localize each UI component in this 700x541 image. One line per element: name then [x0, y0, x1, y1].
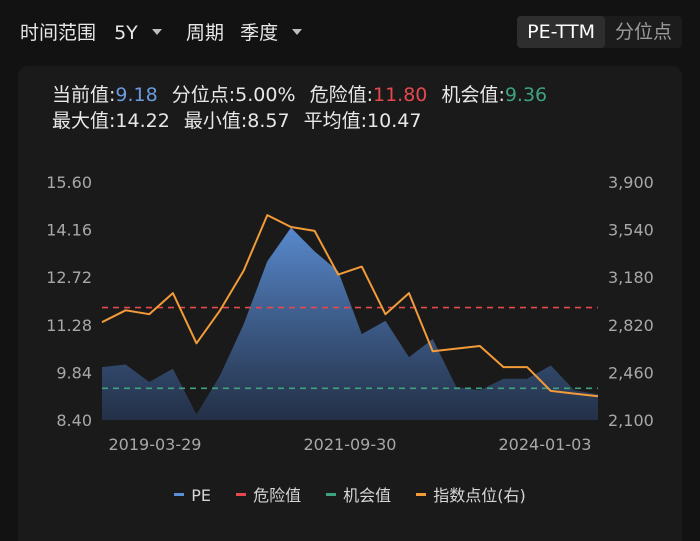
stat-min-value: 8.57	[247, 110, 290, 132]
x-tick-label: 2024-01-03	[499, 435, 592, 454]
y-left-tick-label: 11.28	[46, 316, 92, 335]
stat-opportunity: 机会值:9.36	[441, 84, 547, 106]
stat-current-label: 当前值:	[52, 84, 116, 106]
stat-danger-value: 11.80	[372, 84, 428, 106]
stat-avg-label: 平均值:	[303, 110, 368, 132]
stat-current: 当前值:9.18	[52, 84, 158, 106]
period-label: 周期	[186, 22, 225, 44]
y-right-tick-label: 3,900	[608, 173, 654, 192]
chart-legend: PE 危险值 机会值 指数点位(右)	[0, 482, 700, 506]
legend-item-index[interactable]: 指数点位(右)	[416, 482, 526, 506]
period-selector[interactable]: 周期 季度	[186, 18, 303, 45]
legend-label-opportunity: 机会值	[343, 486, 392, 505]
chevron-down-icon	[292, 28, 303, 35]
y-right-tick-label: 3,540	[608, 221, 654, 240]
stat-current-value: 9.18	[115, 84, 158, 106]
stat-max-value: 14.22	[115, 110, 170, 132]
pe-area	[102, 227, 598, 420]
x-tick-label: 2019-03-29	[109, 435, 202, 454]
stat-percentile-value: 5.00%	[235, 84, 296, 106]
tab-percentile[interactable]: 分位点	[614, 21, 672, 43]
legend-item-pe[interactable]: PE	[174, 486, 211, 505]
stat-max-label: 最大值:	[52, 110, 116, 132]
stat-avg: 平均值:10.47	[304, 110, 422, 132]
stats-summary: 当前值:9.18 分位点:5.00% 危险值:11.80 机会值:9.36 最大…	[52, 82, 652, 134]
tab-pe-ttm[interactable]: PE-TTM	[517, 16, 605, 48]
index-line	[101, 214, 599, 398]
stat-danger: 危险值:11.80	[310, 84, 428, 106]
legend-label-pe: PE	[191, 486, 211, 505]
stat-min-label: 最小值:	[183, 110, 248, 132]
stat-percentile: 分位点:5.00%	[172, 84, 296, 106]
legend-label-index: 指数点位(右)	[433, 486, 526, 505]
y-left-tick-label: 9.84	[56, 363, 92, 382]
stat-max: 最大值:14.22	[52, 110, 170, 132]
y-left-tick-label: 15.60	[46, 173, 92, 192]
time-range-label: 时间范围	[20, 22, 97, 44]
legend-swatch-index	[416, 493, 427, 496]
stat-danger-label: 危险值:	[309, 84, 373, 106]
x-tick-label: 2021-09-30	[304, 435, 397, 454]
y-left-tick-label: 14.16	[46, 221, 92, 240]
chevron-down-icon	[151, 28, 162, 35]
legend-swatch-pe	[174, 493, 185, 496]
y-left-tick-label: 8.40	[56, 411, 92, 430]
time-range-value: 5Y	[114, 22, 138, 44]
period-value: 季度	[240, 22, 279, 44]
y-right-tick-label: 2,460	[608, 363, 654, 382]
y-right-tick-label: 2,100	[608, 411, 654, 430]
y-right-tick-label: 3,180	[608, 268, 654, 287]
stat-avg-value: 10.47	[367, 110, 422, 132]
y-left-tick-label: 12.72	[46, 268, 92, 287]
top-bar: 时间范围 5Y 周期 季度 PE-TTM 分位点	[0, 0, 700, 64]
stat-opportunity-label: 机会值:	[441, 84, 505, 106]
legend-item-danger[interactable]: 危险值	[236, 482, 301, 506]
stat-min: 最小值:8.57	[184, 110, 290, 132]
y-right-tick-label: 2,820	[608, 316, 654, 335]
legend-swatch-danger	[236, 493, 247, 496]
stat-opportunity-value: 9.36	[504, 84, 548, 106]
metric-toggle: PE-TTM 分位点	[517, 16, 682, 48]
legend-swatch-opportunity	[326, 493, 337, 496]
time-range-selector[interactable]: 时间范围 5Y	[20, 18, 162, 45]
legend-item-opportunity[interactable]: 机会值	[326, 482, 391, 506]
stat-percentile-label: 分位点:	[171, 84, 236, 106]
legend-label-danger: 危险值	[253, 486, 302, 505]
